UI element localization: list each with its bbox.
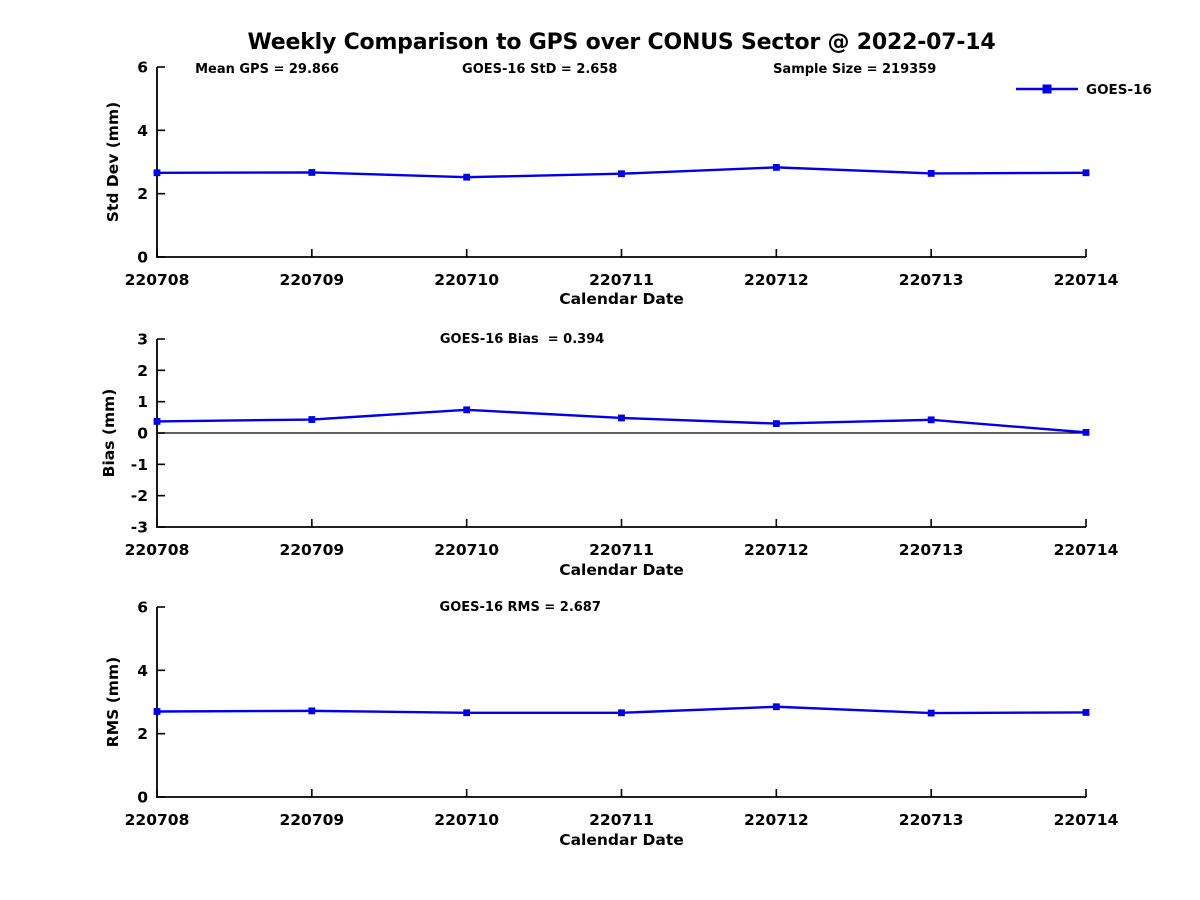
- x-tick-label: 220713: [899, 811, 964, 829]
- x-axis-label: Calendar Date: [559, 831, 684, 849]
- data-point-marker: [1082, 169, 1090, 177]
- x-tick-label: 220710: [434, 541, 499, 559]
- x-tick-label: 220710: [434, 271, 499, 289]
- data-point-marker: [308, 169, 316, 176]
- y-axis-label: Std Dev (mm): [104, 102, 122, 222]
- y-tick-label: -3: [131, 519, 148, 537]
- x-axis-label: Calendar Date: [559, 561, 684, 579]
- x-tick-label: 220714: [1054, 811, 1119, 829]
- x-tick-label: 220708: [125, 271, 190, 289]
- data-point-marker: [772, 163, 780, 171]
- x-tick-label: 220712: [744, 271, 809, 289]
- data-point-marker: [308, 416, 316, 423]
- axis-spines: [156, 607, 1086, 798]
- x-tick-label: 220709: [279, 541, 344, 559]
- annotation-text: GOES-16 StD = 2.658: [462, 62, 617, 77]
- data-point-marker: [463, 709, 471, 717]
- x-tick-label: 220709: [279, 811, 344, 829]
- data-point-marker: [772, 420, 780, 427]
- data-point-marker: [927, 709, 935, 717]
- y-tick-label: 0: [137, 425, 148, 443]
- y-tick-label: 6: [137, 59, 148, 77]
- annotation-text: GOES-16 Bias = 0.394: [440, 332, 604, 347]
- chart-title: Weekly Comparison to GPS over CONUS Sect…: [247, 30, 996, 55]
- annotation-text: GOES-16 RMS = 2.687: [440, 600, 601, 615]
- data-point-marker: [618, 414, 625, 422]
- data-point-marker: [153, 418, 161, 425]
- x-tick-label: 220708: [125, 811, 190, 829]
- data-point-marker: [308, 707, 316, 715]
- data-point-marker: [463, 406, 471, 414]
- data-point-marker: [463, 173, 471, 181]
- y-tick-label: 4: [137, 662, 148, 680]
- y-tick-label: -1: [131, 456, 148, 474]
- y-tick-label: -2: [131, 487, 148, 505]
- y-tick-label: 2: [137, 725, 148, 743]
- data-point-marker: [618, 709, 625, 717]
- x-tick-label: 220711: [589, 541, 654, 559]
- data-point-marker: [153, 169, 161, 177]
- x-tick-label: 220708: [125, 541, 190, 559]
- x-tick-label: 220711: [589, 811, 654, 829]
- x-tick-label: 220709: [279, 271, 344, 289]
- data-point-marker: [1082, 428, 1090, 436]
- x-tick-label: 220714: [1054, 541, 1119, 559]
- y-tick-label: 4: [137, 122, 148, 140]
- y-tick-label: 3: [137, 331, 148, 349]
- data-point-marker: [618, 170, 625, 178]
- data-point-marker: [927, 170, 935, 177]
- legend-label: GOES-16: [1086, 82, 1152, 98]
- y-axis-label: Bias (mm): [100, 389, 118, 478]
- x-tick-label: 220711: [589, 271, 654, 289]
- y-tick-label: 0: [137, 789, 148, 807]
- data-point-marker: [153, 708, 161, 715]
- x-tick-label: 220710: [434, 811, 499, 829]
- x-tick-label: 220714: [1054, 271, 1119, 289]
- annotation-text: Sample Size = 219359: [773, 62, 936, 77]
- y-axis-label: RMS (mm): [104, 657, 122, 747]
- y-tick-label: 2: [137, 362, 148, 380]
- annotation-text: Mean GPS = 29.866: [195, 62, 339, 77]
- data-point-marker: [772, 703, 780, 711]
- data-point-marker: [927, 416, 935, 424]
- y-tick-label: 0: [137, 249, 148, 267]
- x-tick-label: 220713: [899, 271, 964, 289]
- y-tick-label: 1: [137, 393, 148, 411]
- y-tick-label: 2: [137, 185, 148, 203]
- x-axis-label: Calendar Date: [559, 290, 684, 308]
- x-tick-label: 220712: [744, 811, 809, 829]
- legend-marker: [1042, 84, 1052, 94]
- x-tick-label: 220713: [899, 541, 964, 559]
- data-point-marker: [1082, 709, 1090, 716]
- y-tick-label: 6: [137, 599, 148, 617]
- x-tick-label: 220712: [744, 541, 809, 559]
